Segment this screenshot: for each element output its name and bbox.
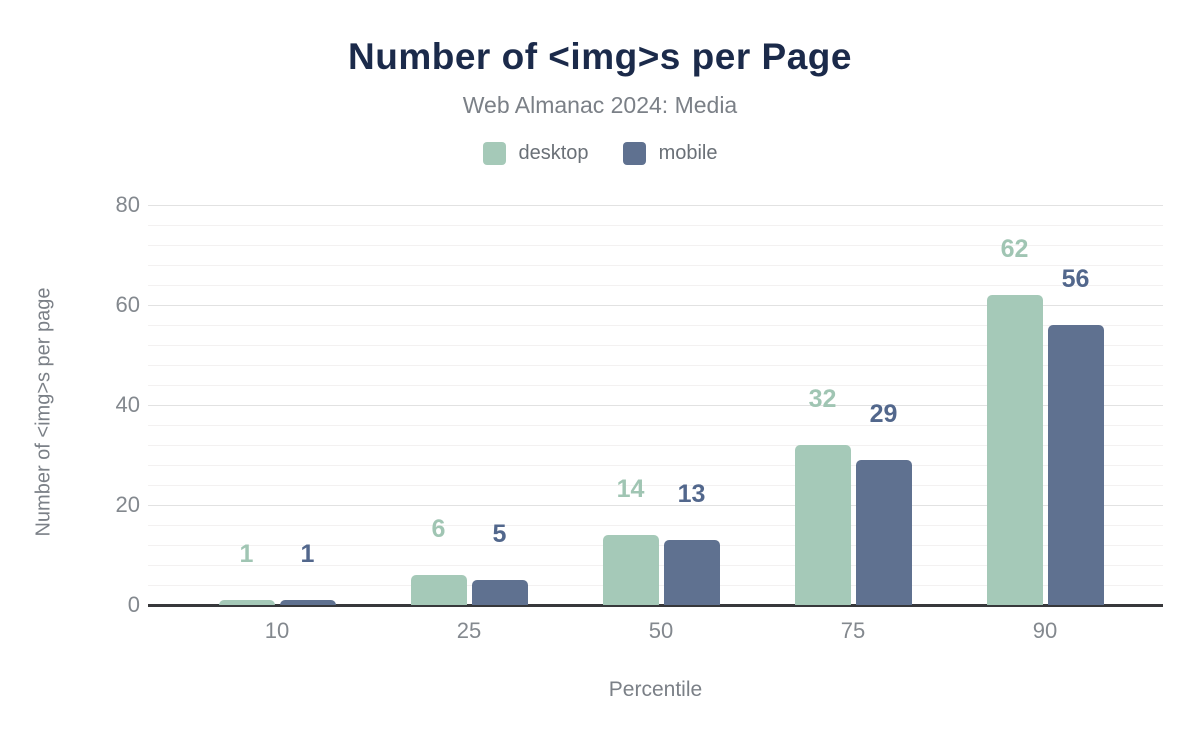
- x-axis-line: [148, 604, 1163, 607]
- minor-gridline-76: [148, 224, 1163, 226]
- y-tick-label-20: 20: [115, 492, 140, 517]
- y-tick-label-0: 0: [127, 592, 140, 617]
- minor-gridline-32: [148, 444, 1163, 446]
- legend-item-desktop[interactable]: desktop: [482, 142, 589, 165]
- x-tick-label-50: 50: [648, 618, 674, 643]
- legend-label-desktop: desktop: [518, 142, 589, 164]
- y-axis-title: Number of <img>s per page: [32, 287, 55, 537]
- bar-value-desktop-p75: 32: [808, 385, 837, 413]
- x-tick-label-25: 25: [456, 618, 482, 643]
- bar-desktop-p90[interactable]: [986, 295, 1043, 605]
- minor-gridline-44: [148, 384, 1163, 386]
- minor-gridline-72: [148, 244, 1163, 246]
- bar-value-desktop-p25: 6: [431, 515, 446, 543]
- bar-mobile-p50[interactable]: [663, 540, 720, 605]
- minor-gridline-48: [148, 364, 1163, 366]
- legend-swatch-desktop-icon: [482, 142, 506, 165]
- minor-gridline-68: [148, 264, 1163, 266]
- x-tick-label-10: 10: [264, 618, 290, 643]
- x-axis-title: Percentile: [608, 678, 703, 701]
- legend-item-mobile[interactable]: mobile: [622, 142, 718, 165]
- chart-title: Number of <img>s per Page: [348, 36, 852, 77]
- minor-gridline-52: [148, 344, 1163, 346]
- bar-desktop-p25[interactable]: [410, 575, 467, 605]
- bar-value-desktop-p90: 62: [1000, 235, 1029, 263]
- x-tick-label-75: 75: [840, 618, 866, 643]
- bar-value-desktop-p10: 1: [239, 540, 254, 568]
- bar-mobile-p75[interactable]: [855, 460, 912, 605]
- bar-value-mobile-p75: 29: [869, 400, 898, 428]
- bar-value-mobile-p25: 5: [492, 520, 507, 548]
- bar-desktop-p75[interactable]: [794, 445, 851, 605]
- y-tick-label-40: 40: [115, 392, 140, 417]
- minor-gridline-36: [148, 424, 1163, 426]
- bar-desktop-p10[interactable]: [218, 600, 275, 605]
- legend-swatch-mobile-icon: [622, 142, 646, 165]
- bar-value-mobile-p90: 56: [1061, 265, 1090, 293]
- minor-gridline-56: [148, 324, 1163, 326]
- chart-subtitle: Web Almanac 2024: Media: [462, 92, 738, 118]
- legend: desktop mobile: [0, 142, 1200, 165]
- major-gridline-20: [148, 504, 1163, 506]
- bar-value-mobile-p10: 1: [300, 540, 315, 568]
- bar-mobile-p10[interactable]: [279, 600, 336, 605]
- y-tick-label-60: 60: [115, 292, 140, 317]
- bar-mobile-p90[interactable]: [1047, 325, 1104, 605]
- legend-label-mobile: mobile: [658, 142, 718, 164]
- minor-gridline-64: [148, 284, 1163, 286]
- bar-value-desktop-p50: 14: [616, 475, 645, 503]
- major-gridline-60: [148, 304, 1163, 306]
- bar-desktop-p50[interactable]: [602, 535, 659, 605]
- minor-gridline-24: [148, 484, 1163, 486]
- y-tick-label-80: 80: [115, 192, 140, 217]
- plot-area: 1 1 10 6 5 25 14 13 50 32 29 75 62 56 90: [148, 204, 1163, 643]
- bar-value-mobile-p50: 13: [677, 480, 706, 508]
- minor-gridline-28: [148, 464, 1163, 466]
- minor-gridline-16: [148, 524, 1163, 526]
- major-gridline-40: [148, 404, 1163, 406]
- bar-mobile-p25[interactable]: [471, 580, 528, 605]
- x-tick-label-90: 90: [1032, 618, 1058, 643]
- major-gridline-80: [148, 204, 1163, 206]
